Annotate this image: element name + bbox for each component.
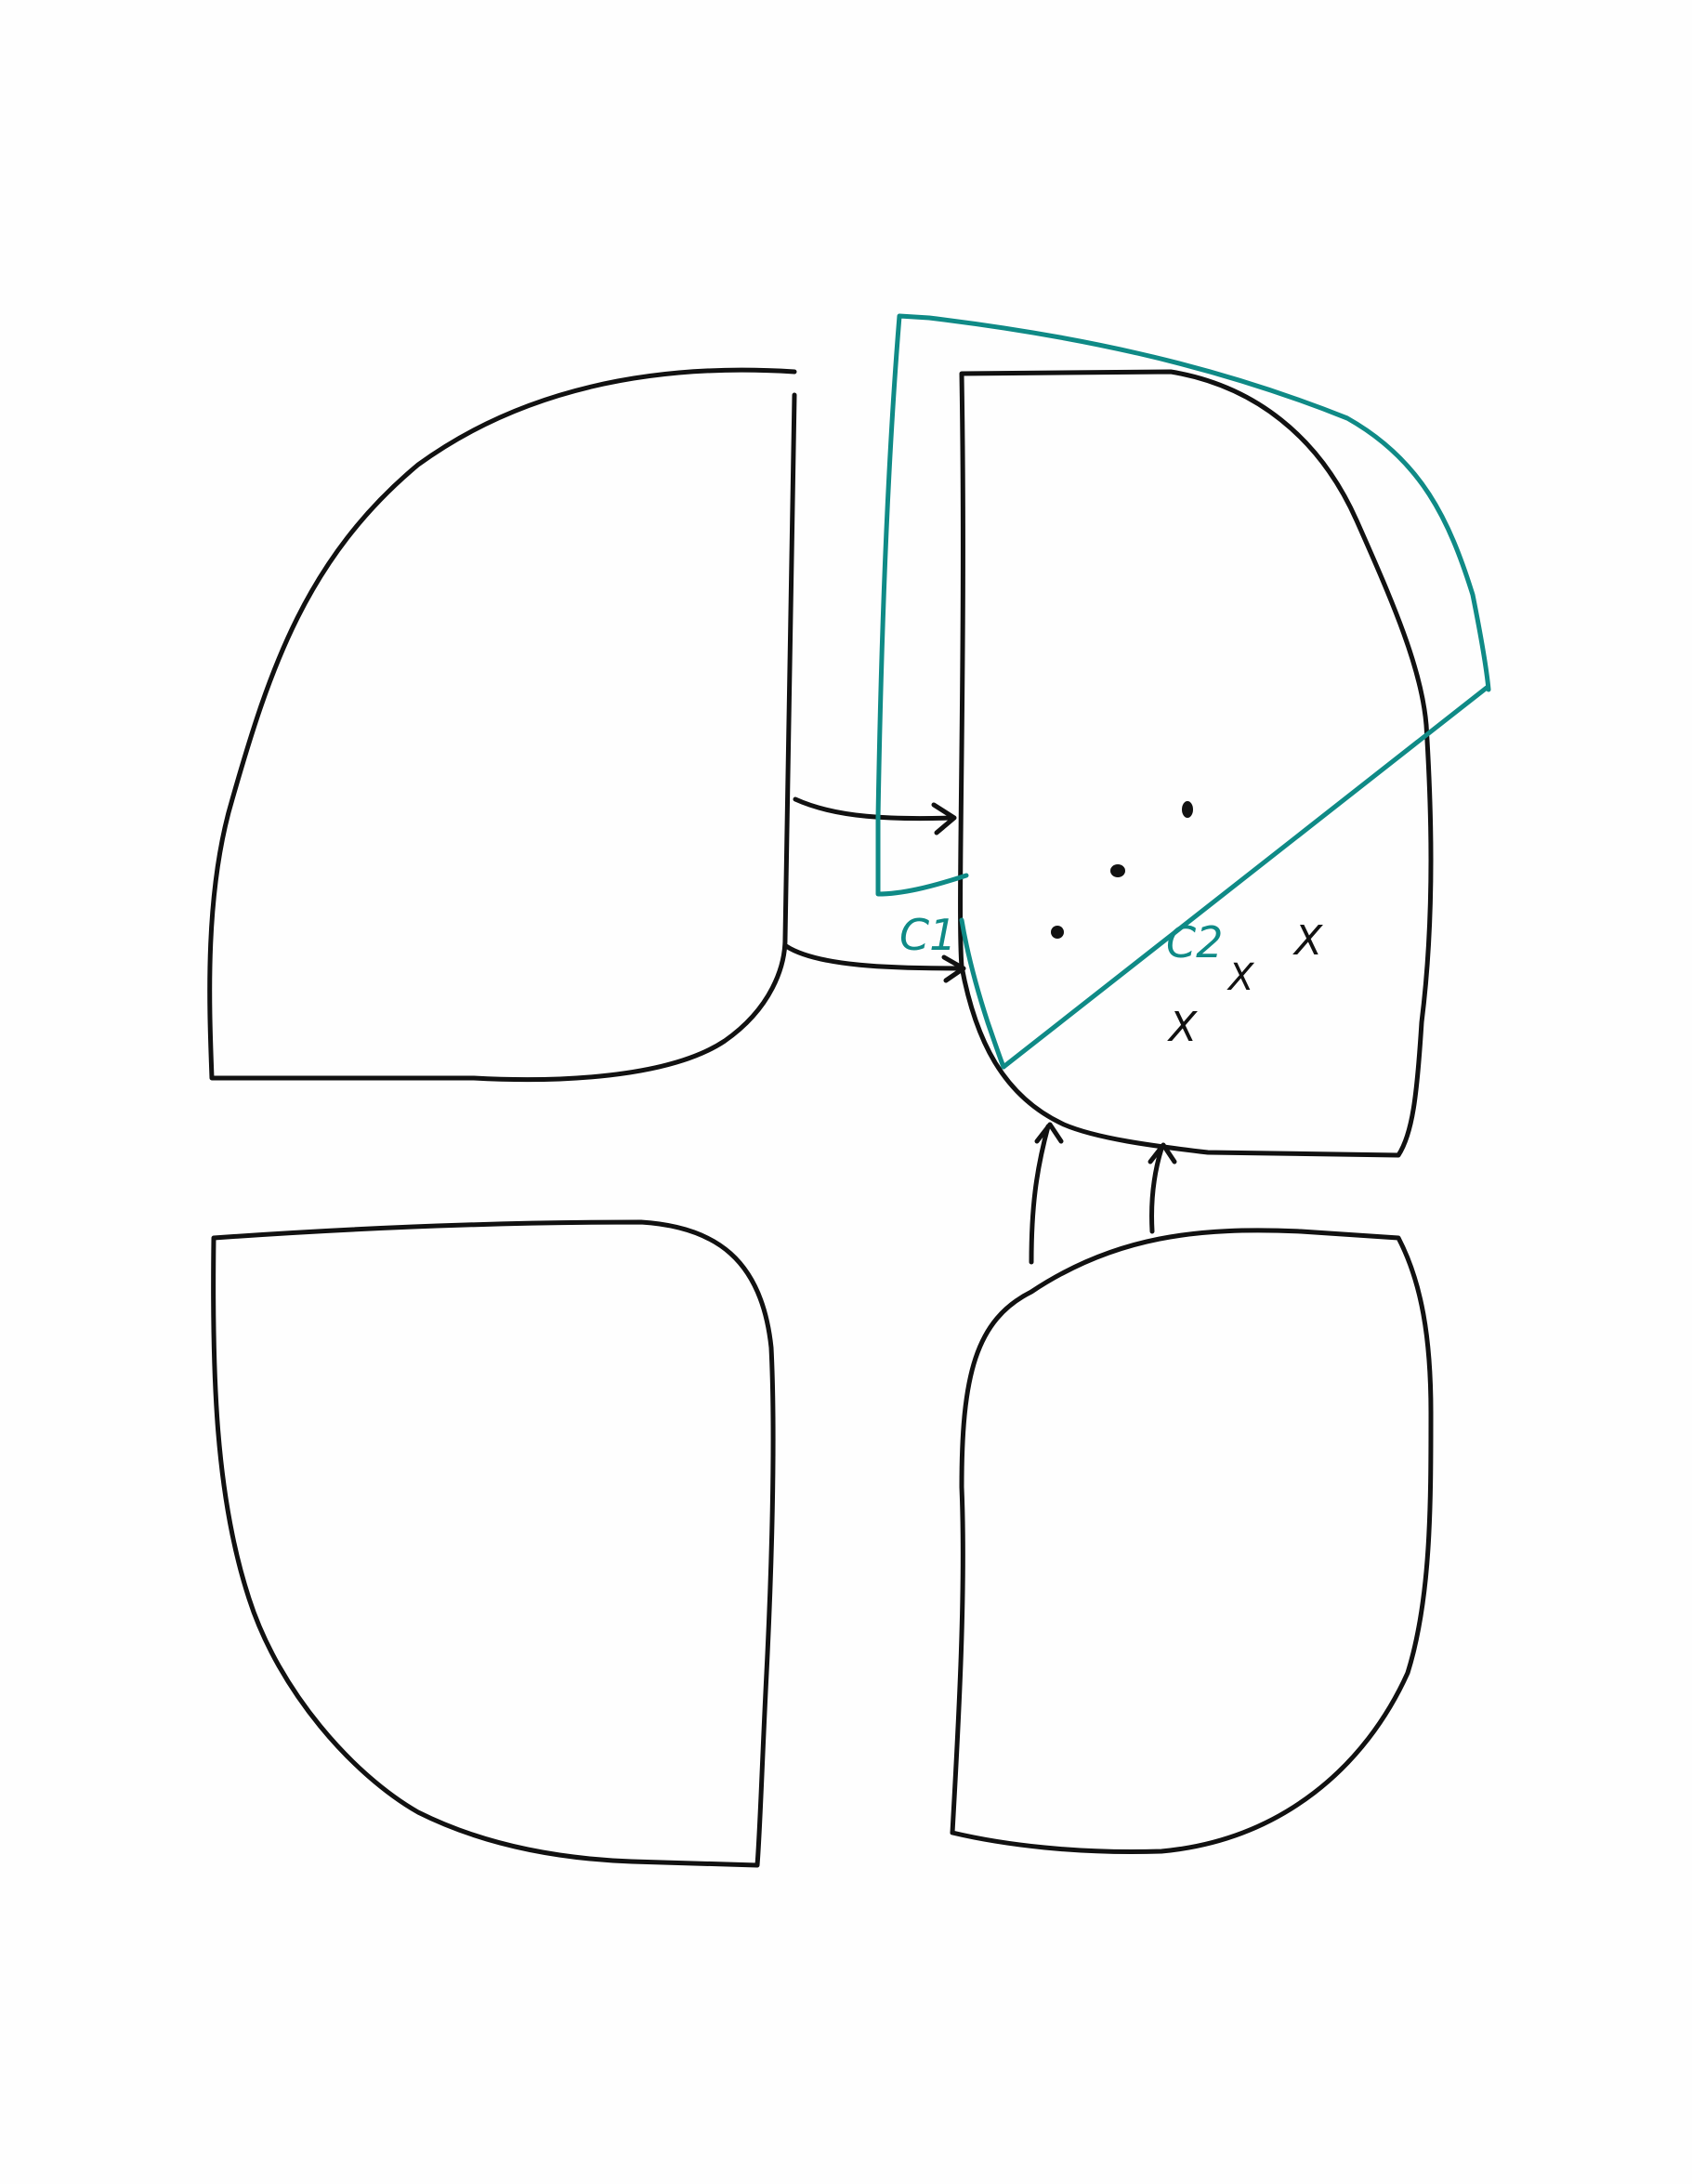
dot-marker: [1110, 864, 1125, 877]
arrow-lower-head: [941, 954, 966, 983]
x-marker: X: [1292, 917, 1323, 965]
x-marker: X: [1226, 956, 1255, 999]
arrow-lower-connector: [783, 943, 964, 971]
c1-boundary-curve: [959, 917, 1006, 1070]
x-marker: X: [1167, 1004, 1198, 1051]
label-c1: C1: [899, 910, 956, 960]
region-top-left: [207, 367, 797, 1083]
arrow-up-left-connector: [1029, 1124, 1051, 1265]
region-bottom-left: [211, 1219, 776, 1868]
arrow-upper-connector: [793, 796, 955, 822]
arrow-up-right-head: [1148, 1142, 1177, 1164]
arrow-upper-head: [931, 802, 957, 835]
c1-outline: [875, 313, 1491, 897]
region-bottom-right: [950, 1228, 1434, 1855]
dot-marker: [1182, 801, 1193, 818]
c2-boundary-line: [1001, 685, 1489, 1070]
arrow-up-right-connector: [1149, 1146, 1164, 1234]
arrow-up-left-head: [1034, 1122, 1064, 1144]
region-top-right: [958, 369, 1434, 1158]
label-c2: C2: [1166, 917, 1223, 967]
dot-marker: [1051, 926, 1064, 939]
